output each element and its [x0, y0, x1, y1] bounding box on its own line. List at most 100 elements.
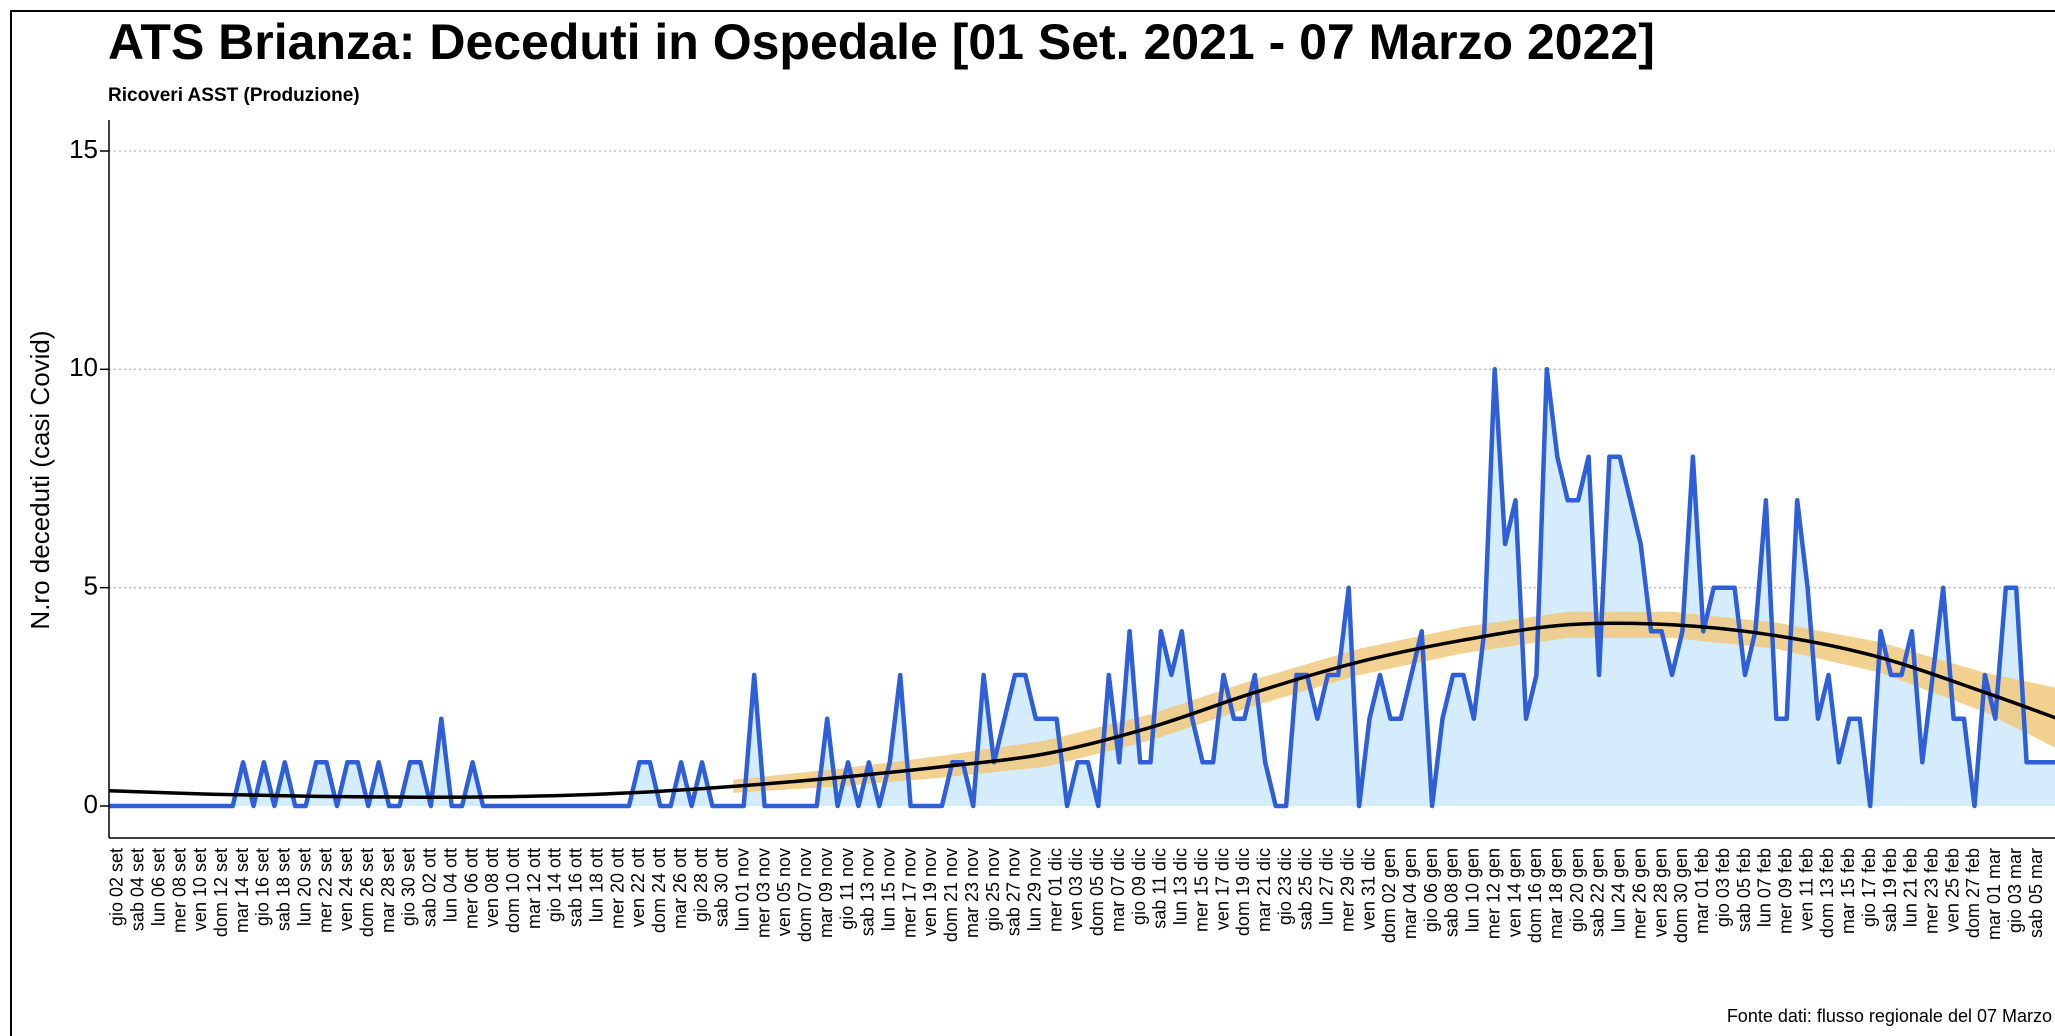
x-tick-label: mar 01 mar [1984, 848, 2004, 940]
x-tick-label: dom 19 dic [1233, 848, 1253, 936]
x-tick-label: gio 23 dic [1275, 848, 1295, 925]
x-tick-label: lun 29 nov [1025, 848, 1045, 931]
x-tick-label: mer 09 feb [1775, 848, 1795, 934]
x-tick-label: lun 06 set [148, 848, 168, 926]
x-tick-label: lun 13 dic [1171, 848, 1191, 925]
x-tick-label: mer 03 nov [753, 848, 773, 938]
x-tick-label: sab 05 feb [1734, 848, 1754, 932]
series-line [109, 367, 2055, 809]
x-tick-label: mar 26 ott [670, 848, 690, 929]
x-tick-label: dom 16 gen [1525, 848, 1545, 943]
x-tick-label: lun 01 nov [732, 848, 752, 931]
x-tick-label: lun 15 nov [879, 848, 899, 931]
x-tick-label: mer 22 set [315, 848, 335, 933]
chart-subtitle: Ricoveri ASST (Produzione) [108, 85, 360, 106]
x-tick-label: gio 03 mar [2005, 848, 2025, 933]
x-tick-label: dom 21 nov [941, 848, 961, 942]
y-tick-label: 15 [69, 134, 98, 164]
x-tick-label: mer 06 ott [461, 848, 481, 929]
x-tick-label: mer 17 nov [899, 848, 919, 938]
plot-area [109, 150, 2055, 809]
x-tick-label: lun 20 set [294, 848, 314, 926]
x-tick-label: mar 09 nov [816, 848, 836, 938]
x-tick-label: ven 25 feb [1942, 848, 1962, 932]
x-tick-label: sab 13 nov [858, 848, 878, 936]
x-tick-label: sab 05 mar [2026, 848, 2046, 938]
x-tick-label: ven 11 feb [1796, 848, 1816, 931]
chart-title: ATS Brianza: Deceduti in Ospedale [01 Se… [108, 14, 1655, 70]
x-tick-label: mar 07 dic [1108, 848, 1128, 932]
x-tick-label: gio 25 nov [983, 848, 1003, 931]
x-tick-label: ven 22 ott [628, 848, 648, 927]
x-tick-label: mer 23 feb [1922, 848, 1942, 934]
x-tick-label: sab 19 feb [1880, 848, 1900, 932]
x-tick-label: mer 15 dic [1191, 848, 1211, 932]
x-tick-label: gio 28 ott [691, 848, 711, 922]
x-tick-label: gio 03 feb [1713, 848, 1733, 927]
y-tick-label: 5 [84, 571, 98, 601]
x-tick-label: dom 02 gen [1379, 848, 1399, 943]
x-tick-label: dom 30 gen [1671, 848, 1691, 943]
x-tick-label: ven 03 dic [1066, 848, 1086, 930]
trend-line [109, 621, 2055, 800]
x-tick-label: dom 05 dic [1087, 848, 1107, 936]
y-tick-label: 10 [69, 352, 98, 382]
x-tick-label: sab 04 set [128, 848, 148, 931]
x-tick-label: gio 20 gen [1567, 848, 1587, 932]
x-tick-label: sab 02 ott [420, 848, 440, 927]
source-note: Fonte dati: flusso regionale del 07 Marz… [1727, 1006, 2052, 1026]
x-tick-label: gio 02 set [107, 848, 127, 926]
series-area [109, 369, 2055, 806]
x-tick-label: sab 30 ott [712, 848, 732, 927]
x-tick-label: ven 28 gen [1650, 848, 1670, 937]
x-tick-label: sab 18 set [274, 848, 294, 931]
trend-band [733, 611, 2055, 793]
x-tick-label: mer 20 ott [607, 848, 627, 929]
x-tick-label: lun 10 gen [1463, 848, 1483, 932]
x-tick-label: ven 10 set [190, 848, 210, 931]
x-tick-label: ven 17 dic [1212, 848, 1232, 930]
y-tick-label: 0 [84, 789, 98, 819]
x-tick-label: mer 12 gen [1483, 848, 1503, 939]
x-tick-label: gio 14 ott [545, 848, 565, 922]
x-tick-label: dom 24 ott [649, 848, 669, 933]
x-tick-label: gio 09 dic [1129, 848, 1149, 925]
x-tick-label: gio 06 gen [1421, 848, 1441, 932]
x-tick-label: lun 18 ott [586, 848, 606, 922]
x-tick-label: mer 01 dic [1045, 848, 1065, 932]
x-tick-label: ven 08 ott [482, 848, 502, 927]
x-tick-label: mar 15 feb [1838, 848, 1858, 934]
x-tick-label: mar 18 gen [1546, 848, 1566, 939]
x-tick-label: ven 14 gen [1504, 848, 1524, 937]
x-tick-label: dom 07 nov [795, 848, 815, 942]
x-tick-label: gio 17 feb [1859, 848, 1879, 927]
x-tick-label: sab 25 dic [1296, 848, 1316, 930]
x-tick-label: dom 13 feb [1817, 848, 1837, 938]
x-tick-label: sab 27 nov [1004, 848, 1024, 936]
x-tick-label: mer 29 dic [1337, 848, 1357, 932]
y-axis-label: N.ro deceduti (casi Covid) [25, 330, 55, 629]
x-tick-label: lun 21 feb [1901, 848, 1921, 927]
x-tick-label: ven 19 nov [920, 848, 940, 936]
x-tick-label: mar 01 feb [1692, 848, 1712, 934]
x-tick-label: mar 14 set [232, 848, 252, 933]
x-tick-label: ven 05 nov [774, 848, 794, 936]
x-tick-label: lun 27 dic [1317, 848, 1337, 925]
x-tick-label: sab 16 ott [566, 848, 586, 927]
x-tick-label: ven 31 dic [1358, 848, 1378, 930]
x-tick-label: dom 27 feb [1963, 848, 1983, 938]
x-tick-label: ven 24 set [336, 848, 356, 931]
x-tick-label: dom 10 ott [503, 848, 523, 933]
x-tick-label: gio 11 nov [837, 848, 857, 930]
x-tick-label: sab 22 gen [1588, 848, 1608, 937]
x-tick-label: mer 26 gen [1629, 848, 1649, 939]
x-tick-label: gio 16 set [253, 848, 273, 926]
x-tick-label: mar 04 gen [1400, 848, 1420, 939]
x-tick-label: gio 30 set [399, 848, 419, 926]
x-tick-label: sab 08 gen [1442, 848, 1462, 937]
x-tick-label: mar 21 dic [1254, 848, 1274, 932]
x-tick-label: lun 07 feb [1755, 848, 1775, 927]
x-tick-label: mar 12 ott [524, 848, 544, 929]
x-tick-label: lun 24 gen [1609, 848, 1629, 932]
